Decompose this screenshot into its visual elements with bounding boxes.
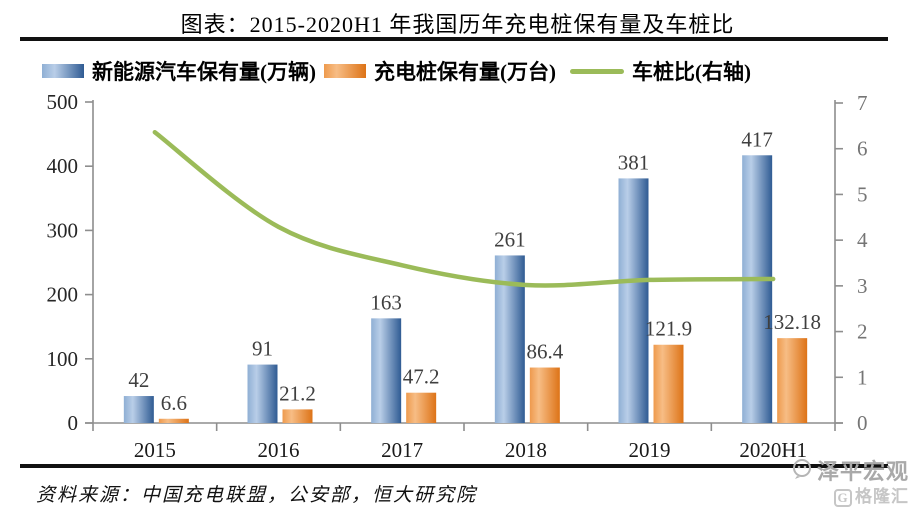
bar-nev bbox=[123, 396, 154, 423]
bar-pile bbox=[282, 409, 313, 423]
legend-label-nev: 新能源汽车保有量(万辆) bbox=[92, 60, 316, 84]
legend-swatch-nev-bar bbox=[42, 64, 84, 78]
gelonghui-logo-icon: G bbox=[834, 488, 852, 507]
bottom-divider bbox=[20, 464, 888, 468]
right-axis-tick-label: 7 bbox=[857, 91, 868, 115]
chart-title: 图表：2015-2020H1 年我国历年充电桩保有量及车桩比 bbox=[180, 12, 735, 37]
bar-value-label-pile: 47.2 bbox=[403, 365, 440, 389]
watermark: 泽平宏观 G 格隆汇 bbox=[791, 458, 909, 507]
bar-nev bbox=[247, 364, 278, 423]
ratio-line bbox=[152, 130, 776, 288]
bar-value-label-nev: 91 bbox=[252, 337, 273, 361]
bar-nev bbox=[618, 178, 649, 423]
bar-value-label-nev: 261 bbox=[494, 227, 526, 251]
chart-legend: 新能源汽车保有量(万辆) 充电桩保有量(万台) 车桩比(右轴) bbox=[42, 57, 759, 85]
right-axis-tick-label: 0 bbox=[857, 411, 868, 435]
right-axis-tick-label: 1 bbox=[857, 365, 868, 389]
bar-value-label-nev: 163 bbox=[370, 290, 402, 314]
watermark-brand-row: 泽平宏观 bbox=[791, 458, 909, 485]
watermark-logo-row: G 格隆汇 bbox=[791, 487, 909, 507]
bar-value-label-nev: 42 bbox=[128, 368, 149, 392]
category-label: 2015 bbox=[134, 438, 176, 462]
bar-pile bbox=[158, 418, 189, 423]
watermark-brand1: 泽平宏观 bbox=[816, 458, 909, 484]
category-label: 2018 bbox=[505, 438, 547, 462]
bar-nev bbox=[742, 155, 773, 423]
bar-pile bbox=[777, 338, 808, 423]
right-axis-tick-label: 3 bbox=[857, 274, 868, 298]
legend-swatch-pile-bar bbox=[324, 64, 366, 78]
right-axis-tick-label: 4 bbox=[857, 228, 868, 252]
left-axis-tick-label: 500 bbox=[47, 90, 79, 114]
right-axis-tick-label: 6 bbox=[857, 137, 868, 161]
category-label: 2017 bbox=[381, 438, 423, 462]
bar-nev bbox=[371, 318, 402, 423]
bar-value-label-pile: 86.4 bbox=[526, 340, 563, 364]
bar-value-label-nev: 381 bbox=[618, 150, 650, 174]
right-axis-tick-label: 2 bbox=[857, 320, 868, 344]
left-axis-tick-label: 400 bbox=[47, 154, 79, 178]
legend-swatch-ratio-line bbox=[570, 68, 624, 74]
bar-value-label-pile: 21.2 bbox=[279, 381, 316, 405]
bar-value-label-nev: 417 bbox=[741, 127, 773, 151]
category-label: 2020H1 bbox=[739, 438, 807, 462]
category-label: 2016 bbox=[258, 438, 300, 462]
left-axis-tick-label: 200 bbox=[47, 283, 79, 307]
left-axis-tick-label: 300 bbox=[47, 218, 79, 242]
source-note: 资料来源：中国充电联盟，公安部，恒大研究院 bbox=[36, 485, 478, 506]
bar-pile bbox=[653, 344, 684, 423]
bar-value-label-pile: 121.9 bbox=[645, 317, 692, 341]
category-label: 2019 bbox=[629, 438, 671, 462]
legend-label-pile: 充电桩保有量(万台) bbox=[374, 60, 556, 84]
top-divider bbox=[20, 37, 888, 41]
right-axis-tick-label: 5 bbox=[857, 182, 868, 206]
bar-value-label-pile: 132.18 bbox=[763, 310, 821, 334]
left-axis-tick-label: 0 bbox=[68, 411, 79, 435]
chat-face-icon bbox=[791, 458, 813, 485]
legend-label-ratio: 车桩比(右轴) bbox=[632, 60, 751, 84]
bar-pile bbox=[529, 367, 560, 423]
watermark-brand2: 格隆汇 bbox=[855, 487, 909, 507]
left-axis-tick-label: 100 bbox=[47, 347, 79, 371]
bar-value-label-pile: 6.6 bbox=[161, 391, 187, 415]
bar-pile bbox=[406, 392, 437, 423]
